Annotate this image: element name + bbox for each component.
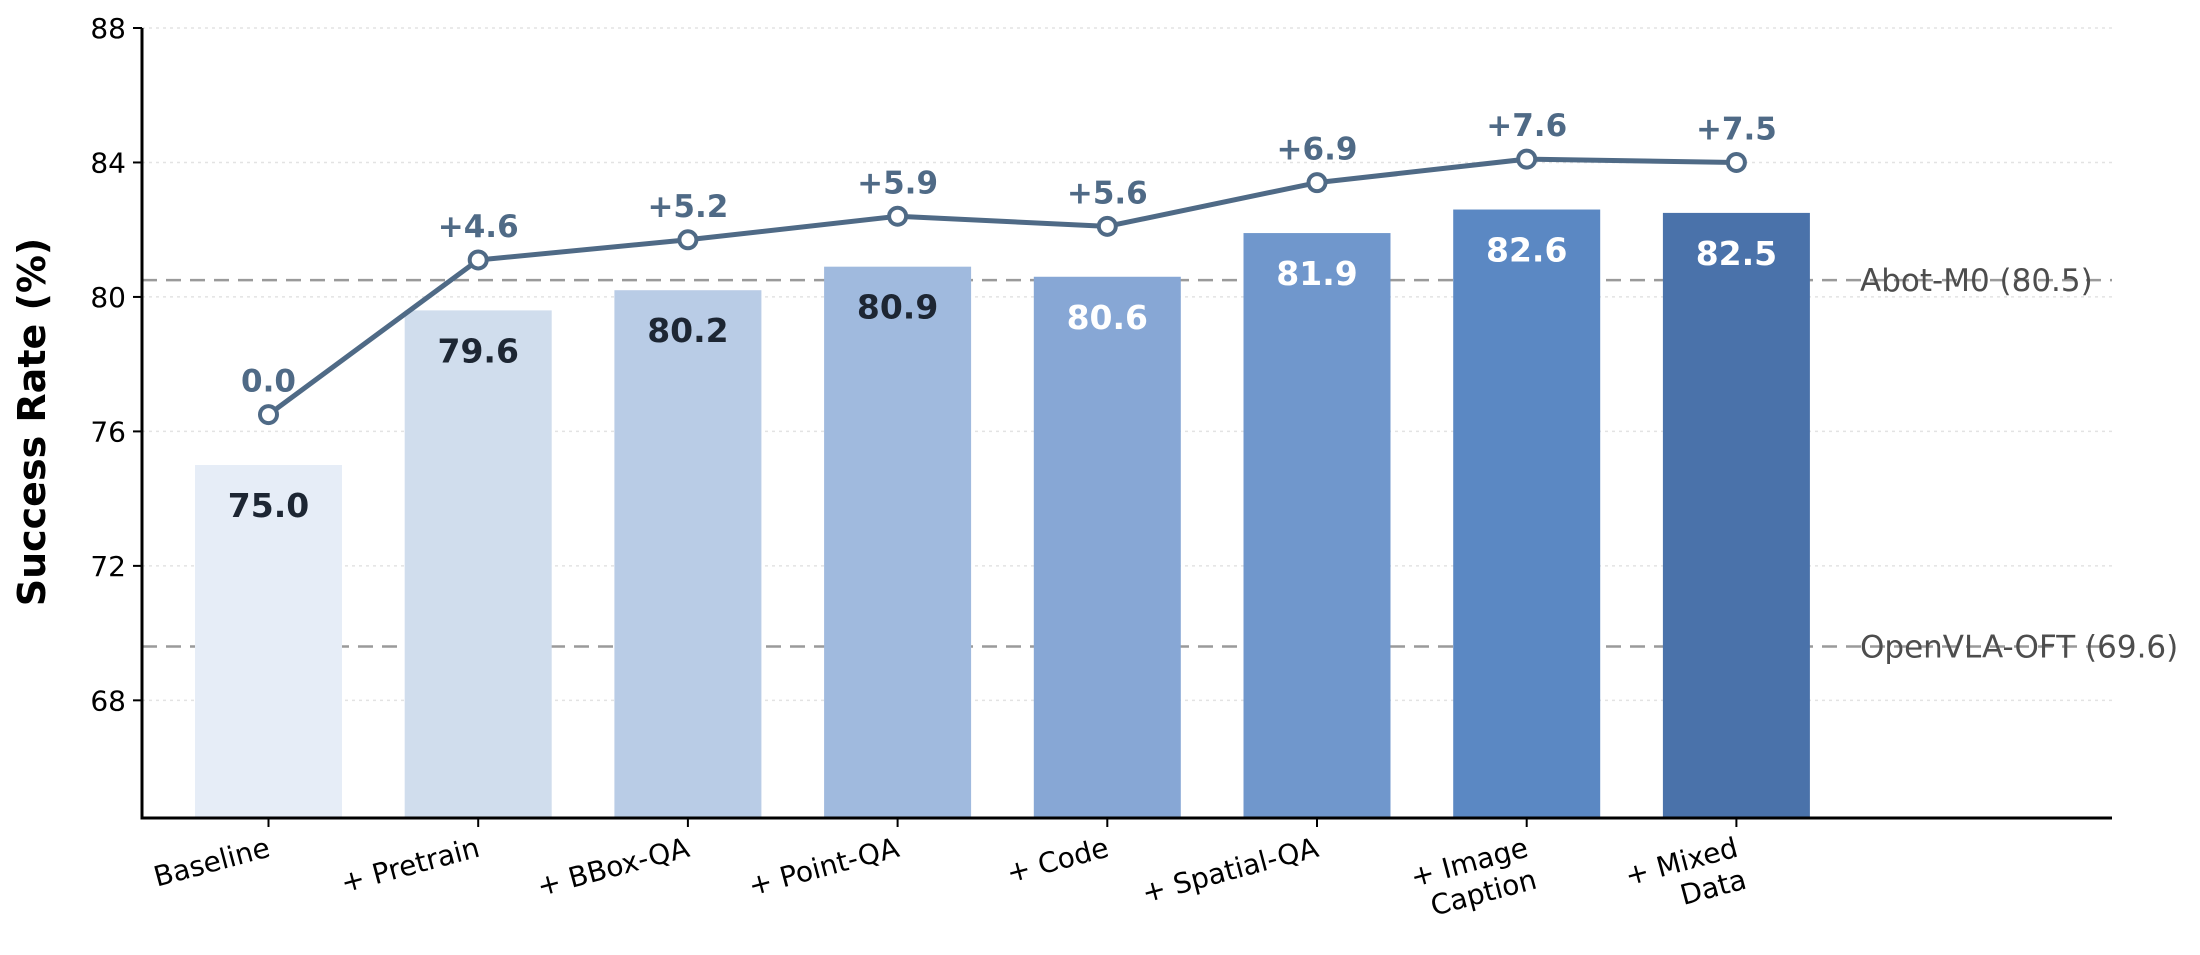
y-tick-label-76: 76 [90, 415, 126, 448]
x-tick-label-6: + ImageCaption [1407, 831, 1540, 926]
x-tick-label-1: + Pretrain [337, 831, 483, 900]
x-tick-label-4: + Code [1003, 831, 1112, 890]
bar-value-label-2: 80.2 [647, 311, 728, 350]
bar-value-label-1: 79.6 [437, 331, 518, 370]
improvement-line-group: 0.0 +4.6 +5.2 +5.9 +5.6 +6.9 +7.6 +7.5 [241, 108, 1777, 426]
x-tick-label-7: + MixedData [1622, 831, 1750, 925]
y-tick-label-72: 72 [90, 550, 126, 583]
bar-1 [404, 310, 552, 818]
bar-5 [1243, 233, 1391, 818]
improvement-label-4: +5.6 [1067, 175, 1148, 211]
bar-3 [824, 266, 972, 818]
y-tick-label-88: 88 [90, 12, 126, 45]
bar-value-label-5: 81.9 [1276, 254, 1357, 293]
improvement-label-3: +5.9 [857, 165, 938, 201]
bar-value-label-7: 82.5 [1696, 234, 1777, 273]
improvement-label-0: 0.0 [241, 364, 296, 400]
bar-value-label-3: 80.9 [857, 288, 938, 327]
improvement-point-2 [677, 229, 699, 251]
x-tick-label-5: + Spatial-QA [1138, 831, 1321, 910]
improvement-label-7: +7.5 [1696, 111, 1777, 147]
bar-value-label-4: 80.6 [1067, 298, 1148, 337]
bar-value-label-0: 75.0 [228, 486, 309, 525]
improvement-label-1: +4.6 [438, 209, 519, 245]
improvement-point-5 [1306, 172, 1328, 194]
improvement-point-1 [467, 249, 489, 271]
y-tick-label-84: 84 [90, 146, 126, 179]
improvement-label-5: +6.9 [1277, 132, 1358, 168]
improvement-point-3 [887, 205, 909, 227]
y-axis-title: Success Rate (%) [10, 238, 54, 607]
improvement-label-2: +5.2 [647, 189, 728, 225]
bar-value-label-6: 82.6 [1486, 231, 1567, 270]
improvement-point-0 [258, 404, 279, 426]
bar-7 [1662, 212, 1810, 818]
x-tick-label-2: + BBox-QA [534, 831, 693, 903]
improvement-point-7 [1725, 151, 1747, 173]
improvement-label-6: +7.6 [1486, 108, 1567, 144]
bar-2 [614, 290, 762, 818]
improvement-point-4 [1096, 215, 1118, 237]
reference-line-label-1: OpenVLA-OFT (69.6) [1860, 630, 2178, 666]
bar-0 [195, 465, 342, 818]
bars: 75.0 79.6 80.2 80.9 80.6 81.9 82.6 82.5 [195, 209, 1810, 818]
improvement-line [267, 156, 1737, 417]
x-tick-label-0: Baseline [150, 831, 273, 894]
improvement-point-6 [1516, 148, 1538, 170]
bar-6 [1453, 209, 1601, 818]
bar-4 [1033, 276, 1181, 818]
reference-line-label-0: Abot-M0 (80.5) [1860, 263, 2093, 299]
x-tick-label-3: + Point-QA [745, 831, 903, 903]
y-tick-label-68: 68 [90, 684, 126, 717]
y-tick-label-80: 80 [90, 281, 126, 314]
